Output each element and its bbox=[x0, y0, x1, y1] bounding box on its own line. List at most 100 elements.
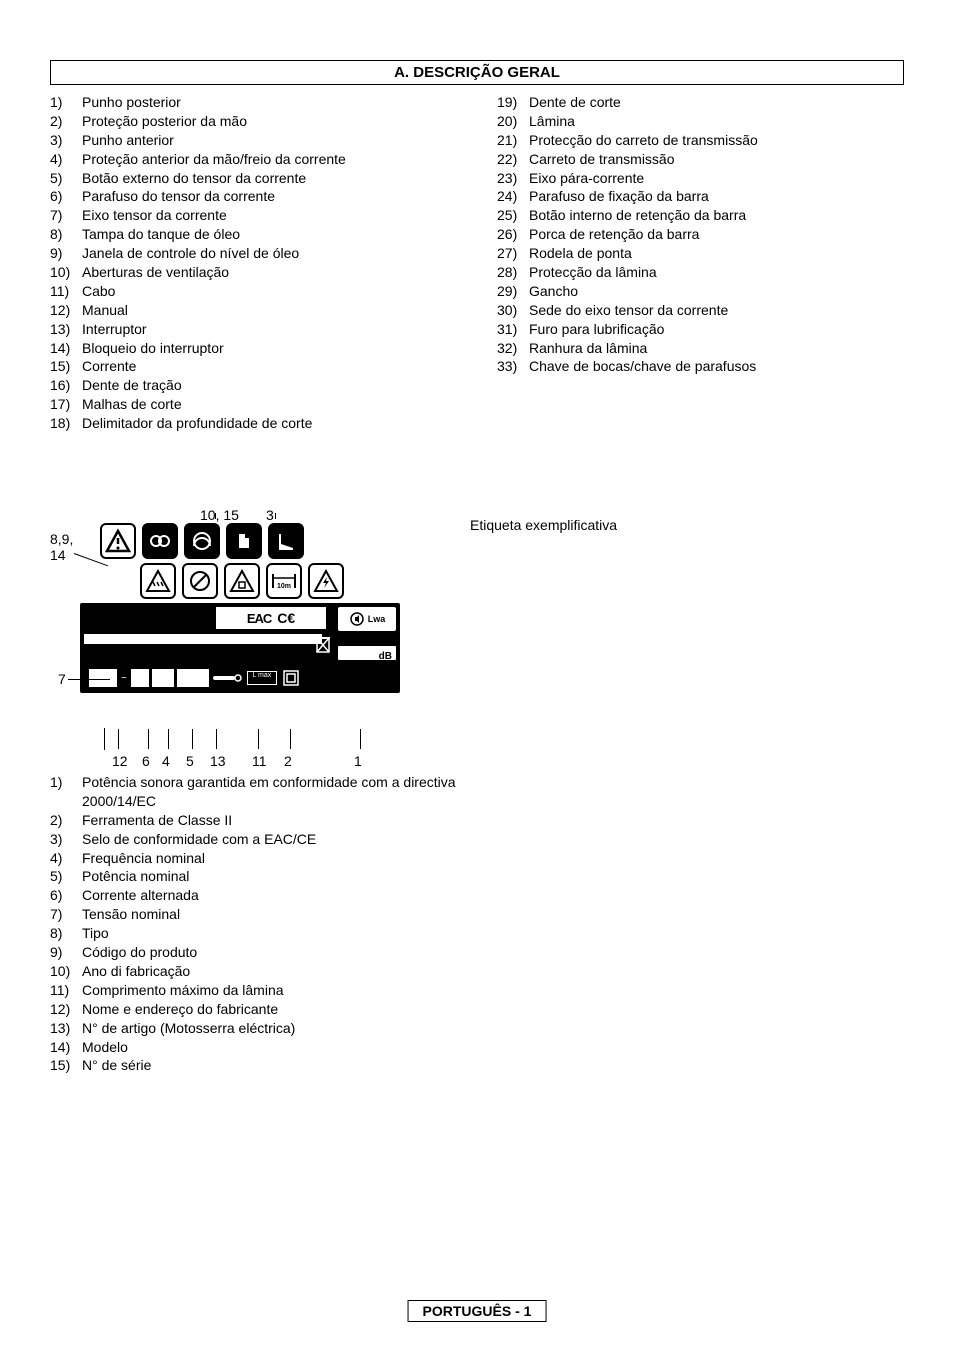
list-text: N° de série bbox=[82, 1056, 490, 1075]
list-text: Proteção posterior da mão bbox=[82, 112, 457, 131]
list-number: 9) bbox=[50, 244, 82, 263]
list-item: 13)N° de artigo (Motosserra eléctrica) bbox=[50, 1019, 490, 1038]
list-item: 7)Eixo tensor da corrente bbox=[50, 206, 457, 225]
list-number: 26) bbox=[497, 225, 529, 244]
callout-left-mid: 7 bbox=[58, 671, 66, 687]
list-text: Protecção do carreto de transmissão bbox=[529, 131, 904, 150]
list-item: 4)Frequência nominal bbox=[50, 849, 490, 868]
list-text: Tensão nominal bbox=[82, 905, 490, 924]
list-text: Dente de corte bbox=[529, 93, 904, 112]
callout-bottom-num: 11 bbox=[252, 753, 267, 769]
list-text: Gancho bbox=[529, 282, 904, 301]
list-text: Sede do eixo tensor da corrente bbox=[529, 301, 904, 320]
callout-bottom-num: 4 bbox=[162, 753, 170, 769]
helmet-icon bbox=[184, 523, 220, 559]
callout-top2: 3 bbox=[266, 507, 274, 523]
list-number: 27) bbox=[497, 244, 529, 263]
list-number: 6) bbox=[50, 886, 82, 905]
list-item: 2)Ferramenta de Classe II bbox=[50, 811, 490, 830]
svg-text:10m: 10m bbox=[277, 583, 291, 590]
list-text: Bloqueio do interruptor bbox=[82, 339, 457, 358]
diagram-caption: Etiqueta exemplificativa bbox=[470, 513, 617, 743]
list-item: 9)Código do produto bbox=[50, 943, 490, 962]
list-text: Chave de bocas/chave de parafusos bbox=[529, 357, 904, 376]
list-number: 15) bbox=[50, 1056, 82, 1075]
list-text: Janela de controle do nível de óleo bbox=[82, 244, 457, 263]
list-text: Interruptor bbox=[82, 320, 457, 339]
list-text: Protecção da lâmina bbox=[529, 263, 904, 282]
list-item: 5)Potência nominal bbox=[50, 867, 490, 886]
list-number: 30) bbox=[497, 301, 529, 320]
callout-bottom-num: 12 bbox=[112, 753, 128, 769]
list-text: Eixo tensor da corrente bbox=[82, 206, 457, 225]
ce-mark: C€ bbox=[277, 610, 295, 626]
list-item: 32)Ranhura da lâmina bbox=[497, 339, 904, 358]
parts-columns: 1)Punho posterior2)Proteção posterior da… bbox=[50, 93, 904, 433]
list-text: N° de artigo (Motosserra eléctrica) bbox=[82, 1019, 490, 1038]
list-text: Dente de tração bbox=[82, 376, 457, 395]
list-text: Parafuso de fixação da barra bbox=[529, 187, 904, 206]
list-number: 32) bbox=[497, 339, 529, 358]
list-number: 12) bbox=[50, 1000, 82, 1019]
list-text: Rodela de ponta bbox=[529, 244, 904, 263]
list-text: Potência nominal bbox=[82, 867, 490, 886]
list-number: 28) bbox=[497, 263, 529, 282]
list-text: Comprimento máximo da lâmina bbox=[82, 981, 490, 1000]
parts-left-col: 1)Punho posterior2)Proteção posterior da… bbox=[50, 93, 457, 433]
list-number: 2) bbox=[50, 112, 82, 131]
list-item: 4)Proteção anterior da mão/freio da corr… bbox=[50, 150, 457, 169]
list-item: 23)Eixo pára-corrente bbox=[497, 169, 904, 188]
list-text: Lâmina bbox=[529, 112, 904, 131]
list-item: 14)Modelo bbox=[50, 1038, 490, 1057]
list-item: 27)Rodela de ponta bbox=[497, 244, 904, 263]
callout-bottom-num: 13 bbox=[210, 753, 226, 769]
list-number: 7) bbox=[50, 905, 82, 924]
list-number: 5) bbox=[50, 867, 82, 886]
list-number: 15) bbox=[50, 357, 82, 376]
list-text: Malhas de corte bbox=[82, 395, 457, 414]
list-item: 11)Cabo bbox=[50, 282, 457, 301]
warning-triangle-icon bbox=[100, 523, 136, 559]
boots-icon bbox=[268, 523, 304, 559]
gloves-icon bbox=[226, 523, 262, 559]
list-text: Delimitador da profundidade de corte bbox=[82, 414, 457, 433]
label-diagram: 10, 15 3 8,9, 14 7 bbox=[50, 513, 410, 743]
list-item: 10)Ano di fabricação bbox=[50, 962, 490, 981]
list-number: 2) bbox=[50, 811, 82, 830]
unplug-triangle-icon bbox=[224, 563, 260, 599]
list-item: 22)Carreto de transmissão bbox=[497, 150, 904, 169]
list-number: 8) bbox=[50, 225, 82, 244]
list-item: 8)Tipo bbox=[50, 924, 490, 943]
list-item: 12)Nome e endereço do fabricante bbox=[50, 1000, 490, 1019]
lwa-text: Lwa bbox=[368, 614, 386, 624]
list-item: 8)Tampa do tanque de óleo bbox=[50, 225, 457, 244]
list-item: 11)Comprimento máximo da lâmina bbox=[50, 981, 490, 1000]
list-number: 4) bbox=[50, 150, 82, 169]
list-number: 4) bbox=[50, 849, 82, 868]
list-item: 7)Tensão nominal bbox=[50, 905, 490, 924]
no-bin-icon bbox=[314, 633, 332, 660]
list-item: 25)Botão interno de retenção da barra bbox=[497, 206, 904, 225]
parts-right-col: 19)Dente de corte20)Lâmina21)Protecção d… bbox=[497, 93, 904, 433]
list-text: Ferramenta de Classe II bbox=[82, 811, 490, 830]
list-number: 8) bbox=[50, 924, 82, 943]
list-number: 6) bbox=[50, 187, 82, 206]
list-text: Cabo bbox=[82, 282, 457, 301]
list-text: Ranhura da lâmina bbox=[529, 339, 904, 358]
list-number: 1) bbox=[50, 773, 82, 811]
list-number: 18) bbox=[50, 414, 82, 433]
list-text: Corrente alternada bbox=[82, 886, 490, 905]
section-header: A. DESCRIÇÃO GERAL bbox=[50, 60, 904, 85]
list-number: 11) bbox=[50, 981, 82, 1000]
list-text: Proteção anterior da mão/freio da corren… bbox=[82, 150, 457, 169]
list-number: 12) bbox=[50, 301, 82, 320]
list-text: Tampa do tanque de óleo bbox=[82, 225, 457, 244]
list-text: Punho anterior bbox=[82, 131, 457, 150]
list-item: 15)N° de série bbox=[50, 1056, 490, 1075]
callout-bottom-num: 5 bbox=[186, 753, 194, 769]
list-number: 31) bbox=[497, 320, 529, 339]
list-text: Furo para lubrificação bbox=[529, 320, 904, 339]
list-text: Aberturas de ventilação bbox=[82, 263, 457, 282]
list-number: 1) bbox=[50, 93, 82, 112]
callout-bottom-num: 1 bbox=[354, 753, 362, 769]
